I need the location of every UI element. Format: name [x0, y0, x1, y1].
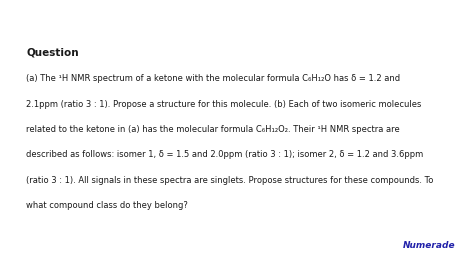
Text: (a) The ¹H NMR spectrum of a ketone with the molecular formula C₆H₁₂O has δ = 1.: (a) The ¹H NMR spectrum of a ketone with… — [26, 74, 400, 84]
Text: 2.1ppm (ratio 3 : 1). Propose a structure for this molecule. (b) Each of two iso: 2.1ppm (ratio 3 : 1). Propose a structur… — [26, 100, 421, 109]
Text: what compound class do they belong?: what compound class do they belong? — [26, 201, 188, 210]
Text: Numerade: Numerade — [402, 241, 455, 250]
Text: related to the ketone in (a) has the molecular formula C₆H₁₂O₂. Their ¹H NMR spe: related to the ketone in (a) has the mol… — [26, 125, 400, 134]
Text: Question: Question — [26, 48, 79, 58]
Text: described as follows: isomer 1, δ = 1.5 and 2.0ppm (ratio 3 : 1); isomer 2, δ = : described as follows: isomer 1, δ = 1.5 … — [26, 150, 423, 159]
Text: (ratio 3 : 1). All signals in these spectra are singlets. Propose structures for: (ratio 3 : 1). All signals in these spec… — [26, 176, 433, 185]
